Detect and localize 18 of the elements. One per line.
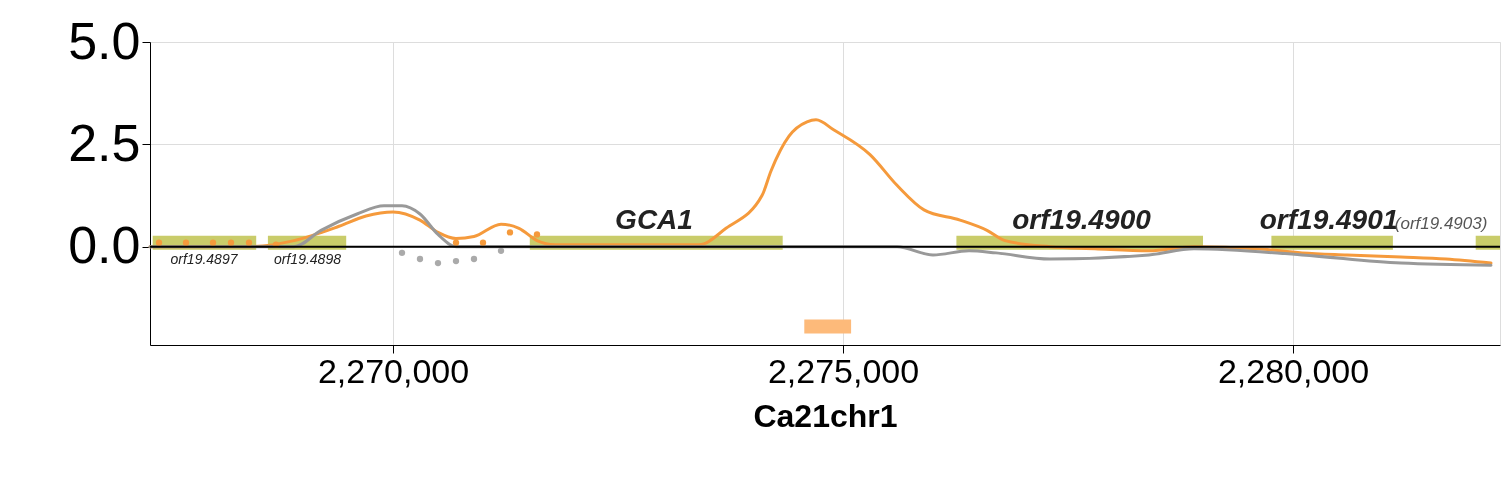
- annotation: GCA1: [615, 203, 693, 235]
- annotation: orf19.4898: [274, 250, 342, 267]
- x-axis-title: Ca21chr1: [753, 397, 898, 434]
- point: [506, 229, 514, 236]
- x-tick-label: 2,270,000: [317, 351, 470, 390]
- x-tick-label: 2,280,000: [1217, 351, 1370, 390]
- point: [452, 257, 460, 265]
- point: [398, 249, 406, 257]
- annotation: orf19.4900: [1012, 203, 1152, 235]
- annotation: orf19.4897: [170, 250, 239, 267]
- point: [434, 259, 442, 267]
- x-tick-label: 2,275,000: [767, 351, 920, 390]
- annotation: (orf19.4903): [1394, 213, 1488, 233]
- point: [470, 255, 478, 263]
- y-tick-label: 0.0: [68, 216, 141, 275]
- y-tick-label: 5.0: [68, 11, 141, 70]
- point: [416, 255, 424, 263]
- y-tick-label: 2.5: [68, 113, 141, 172]
